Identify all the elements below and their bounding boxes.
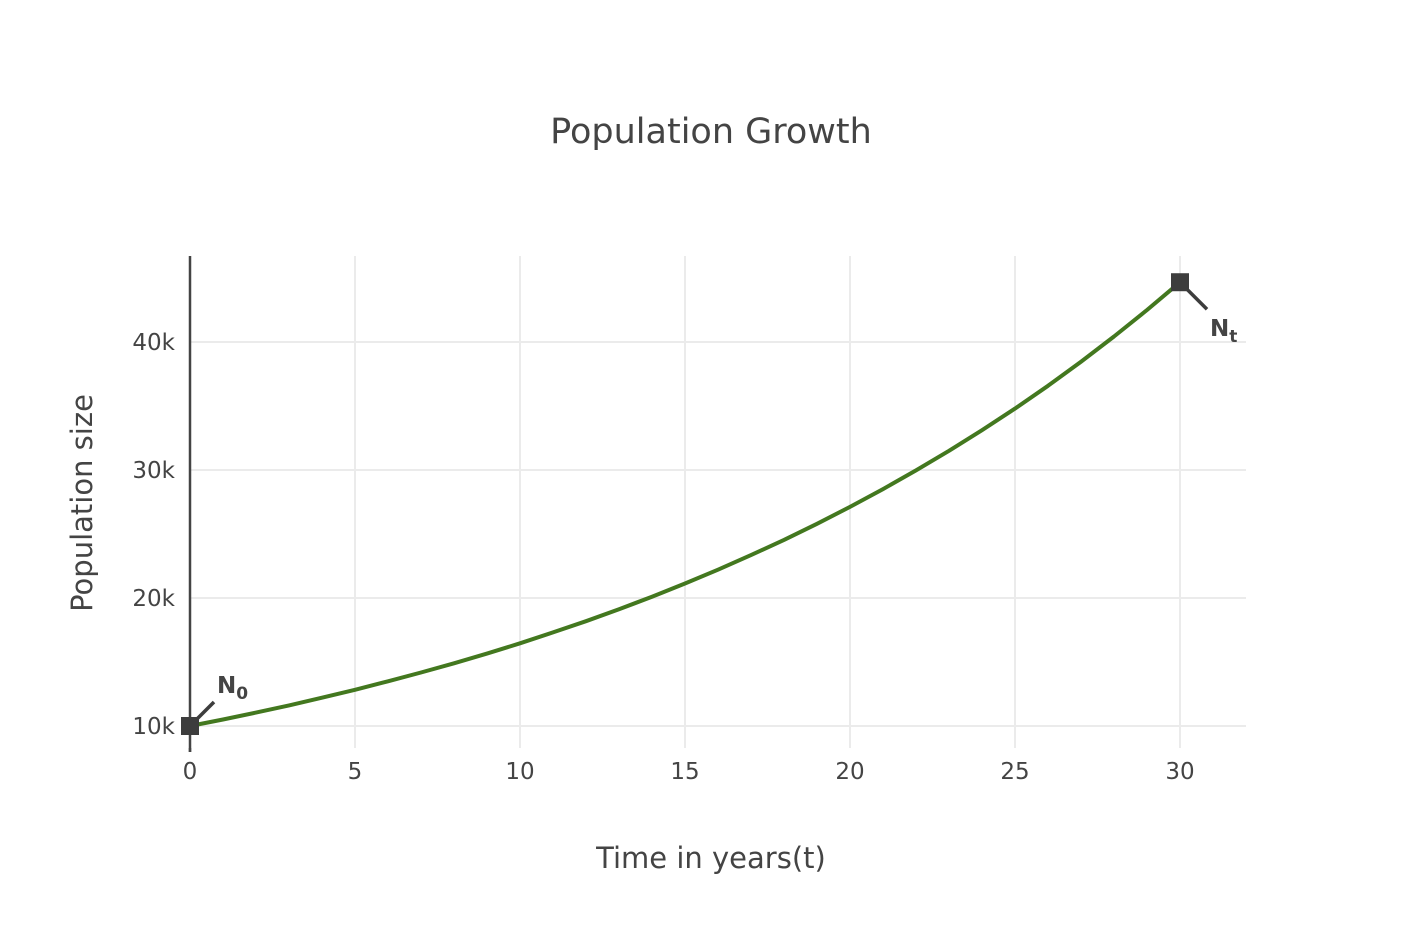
annotation-label: N0 [217,673,248,704]
annotation-label: Nt [1210,316,1237,347]
annotation-main: N [1210,316,1229,342]
annotation-arrow [188,700,216,728]
y-tick-label: 40k [132,330,175,356]
x-tick-label: 20 [835,759,864,785]
series-layer [189,280,1182,728]
grid-layer [190,256,1246,748]
tick-labels: 0 5 10 15 20 25 30 10k 20k 30k 40k [132,330,1194,785]
annotation-main: N [217,673,236,699]
annotation-subscript: t [1229,327,1237,347]
x-tick-label: 15 [670,759,699,785]
y-tick-label: 20k [132,586,175,612]
x-axis-title: Time in years(t) [595,841,826,875]
x-tick-label: 5 [348,759,363,785]
x-tick-label: 30 [1165,759,1194,785]
x-tick-label: 25 [1000,759,1029,785]
annotation-arrow [1178,280,1209,311]
annotation-subscript: 0 [236,684,248,704]
series-line [189,280,1182,728]
chart-title: Population Growth [550,112,872,152]
x-tick-label: 0 [183,759,198,785]
y-tick-label: 10k [132,714,175,740]
x-tick-label: 10 [505,759,534,785]
y-tick-label: 30k [132,458,175,484]
y-axis-title: Population size [65,394,99,612]
